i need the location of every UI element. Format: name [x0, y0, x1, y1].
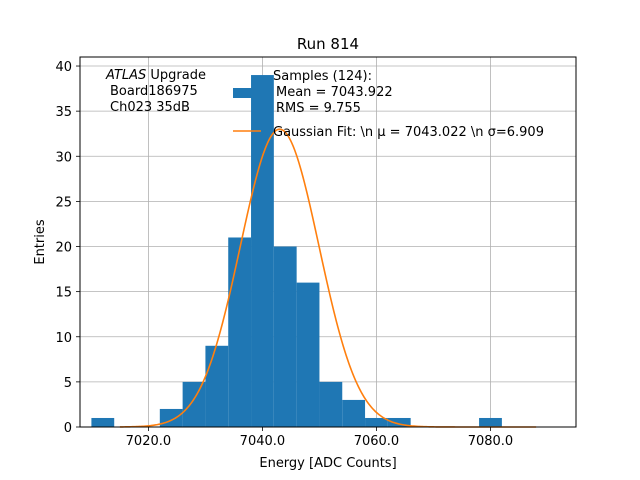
x-axis-title: Energy [ADC Counts] [259, 456, 396, 471]
atlas-annotation-line-1: ATLAS Upgrade [105, 68, 206, 83]
y-tick-label: 30 [55, 150, 72, 165]
y-tick-label: 40 [55, 60, 72, 75]
legend: Samples (124): Mean = 7043.922 RMS = 9.7… [233, 69, 544, 140]
atlas-annotation: ATLAS Upgrade Board186975 Ch023 35dB [105, 68, 206, 115]
histogram-bar [365, 417, 388, 427]
y-axis-title: Entries [33, 219, 48, 265]
histogram-bar [387, 417, 411, 427]
y-tick-label: 20 [55, 241, 72, 256]
legend-histogram-line-2: Mean = 7043.922 [276, 85, 393, 100]
histogram-bar [182, 381, 206, 427]
legend-fit-label: Gaussian Fit: \n μ = 7043.022 \n σ=6.909 [273, 125, 544, 140]
plot-frame [79, 56, 577, 428]
x-tick-label: 7080.0 [468, 434, 514, 449]
legend-histogram-swatch [233, 88, 261, 98]
histogram-bar [342, 399, 366, 427]
y-tick-label: 0 [64, 421, 72, 436]
atlas-annotation-line-3: Ch023 35dB [110, 100, 190, 115]
y-tick-label: 25 [55, 195, 72, 210]
y-axis-ticks: 0 5 10 15 20 25 30 35 40 [55, 60, 80, 436]
histogram-bar [228, 237, 252, 427]
legend-histogram-line-1: Samples (124): [273, 69, 372, 84]
histogram-bar [296, 282, 320, 427]
y-tick-label: 35 [55, 105, 72, 120]
histogram-bar [251, 75, 274, 428]
histogram-bar [205, 345, 229, 427]
histogram-bar [319, 381, 343, 427]
chart-title: Run 814 [297, 35, 359, 53]
y-tick-label: 15 [55, 286, 72, 301]
histogram-bar [159, 408, 183, 427]
histogram-bars [91, 75, 502, 428]
y-tick-label: 10 [55, 331, 72, 346]
x-axis-ticks: 7020.0 7040.0 7060.0 7080.0 [126, 427, 514, 449]
histogram-bar [479, 417, 502, 427]
x-tick-label: 7040.0 [240, 434, 286, 449]
legend-histogram-line-3: RMS = 9.755 [276, 101, 361, 116]
histogram-bar [273, 246, 297, 427]
histogram-bar [91, 417, 115, 427]
x-tick-label: 7060.0 [354, 434, 400, 449]
atlas-annotation-line-2: Board186975 [110, 84, 198, 99]
x-tick-label: 7020.0 [126, 434, 172, 449]
y-tick-label: 5 [64, 376, 72, 391]
